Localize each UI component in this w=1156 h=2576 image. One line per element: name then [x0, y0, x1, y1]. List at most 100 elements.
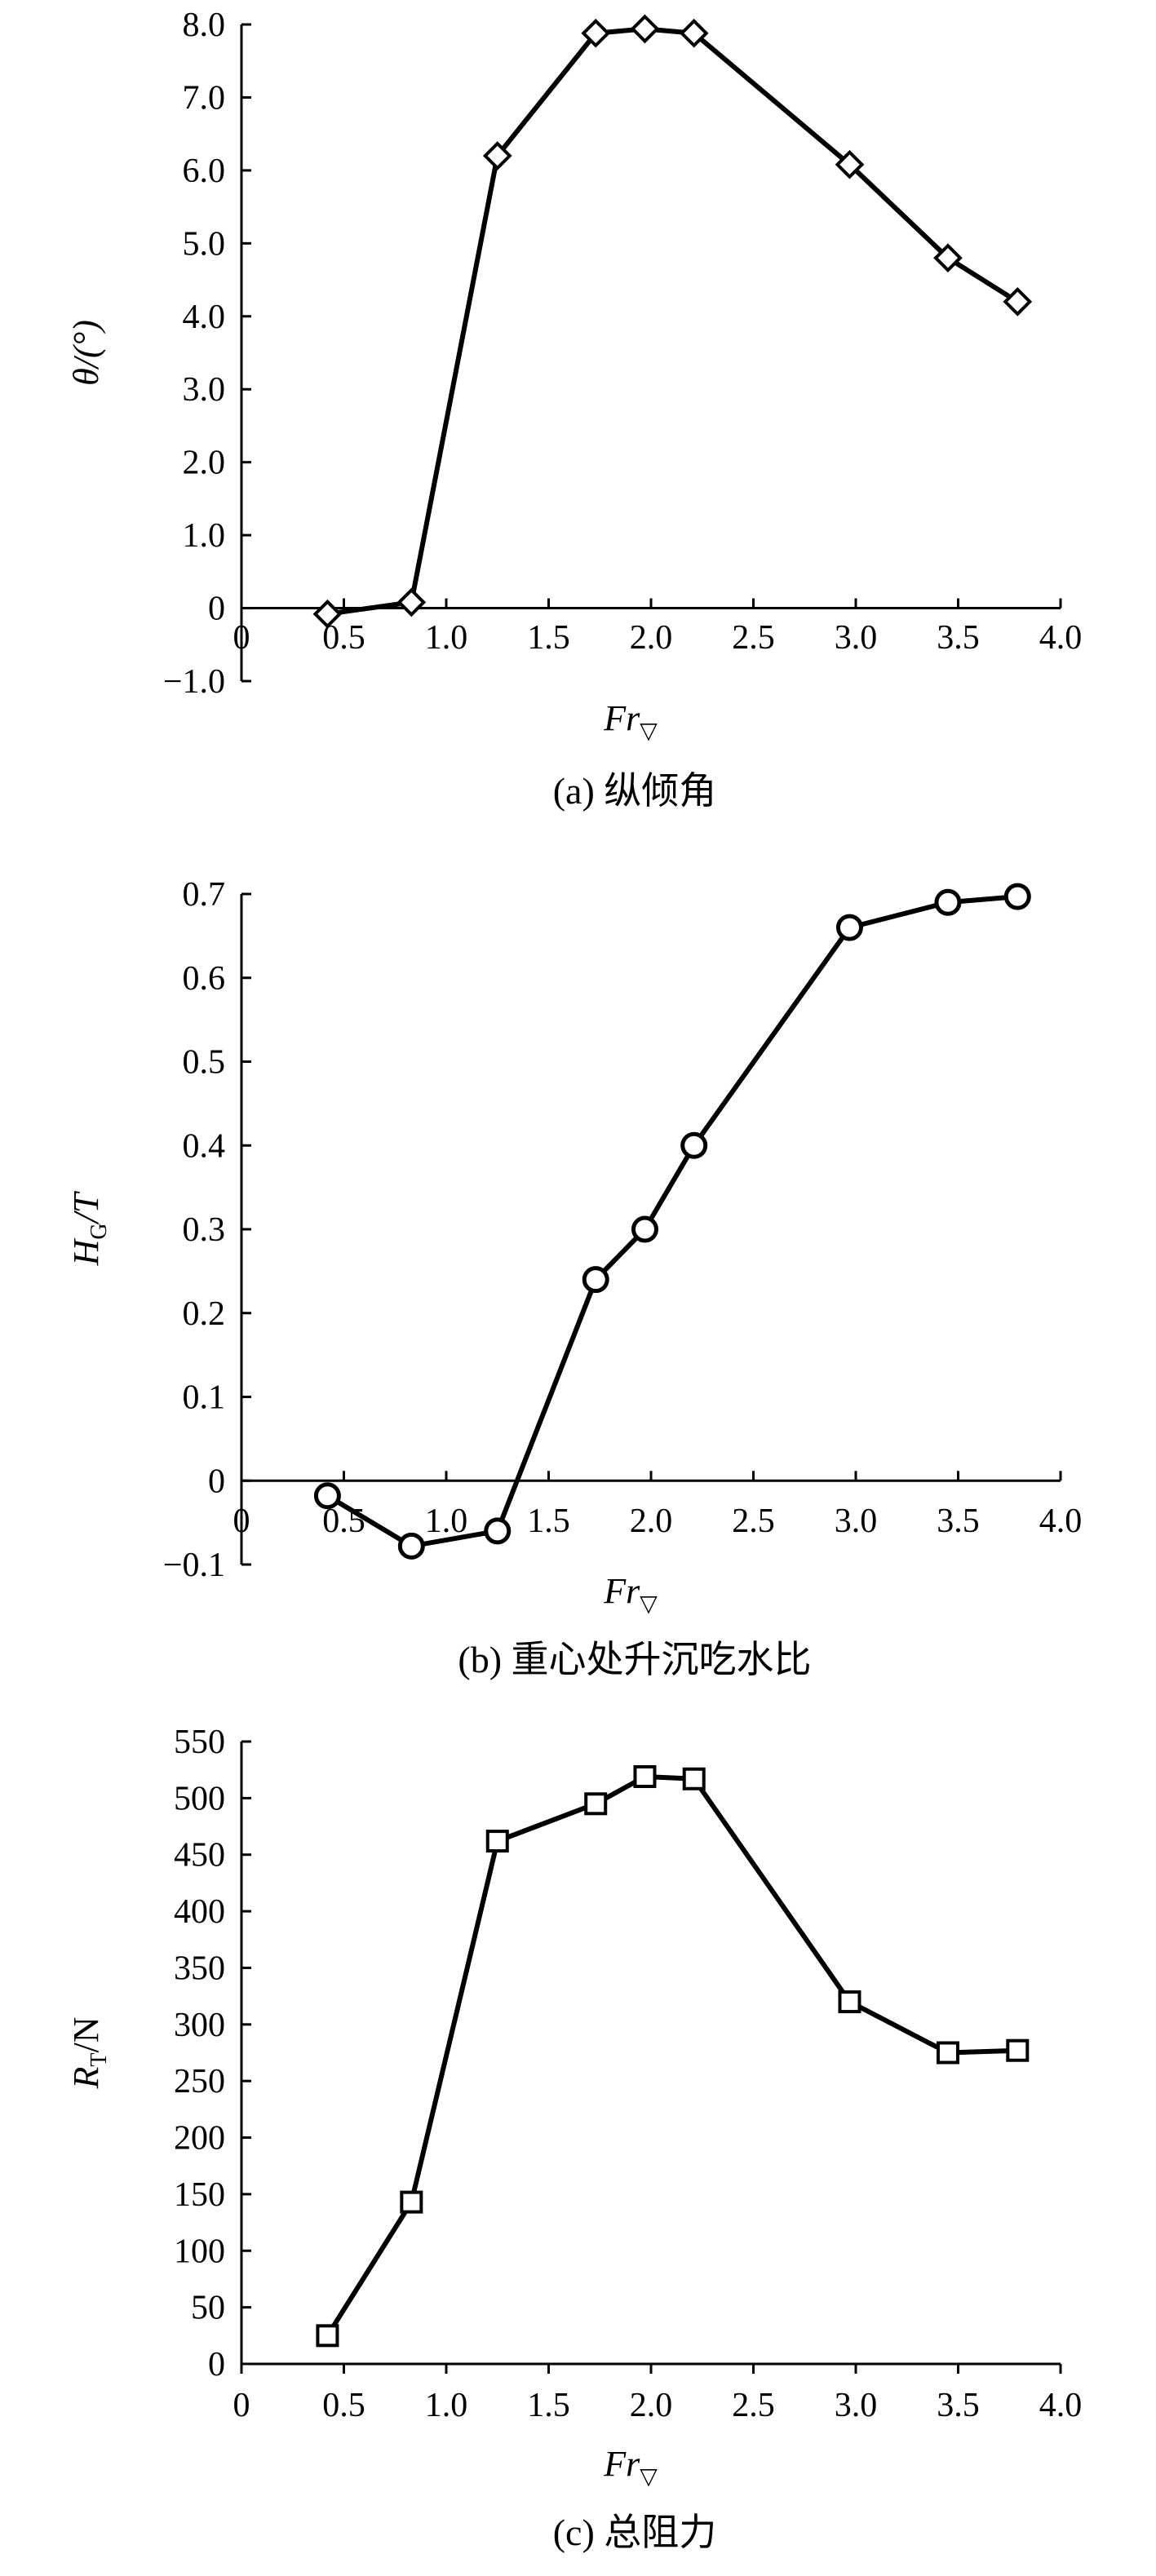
data-point — [682, 1767, 706, 1790]
y-tick-label: −0.1 — [163, 1547, 225, 1584]
y-tick-label: 5.0 — [183, 225, 226, 263]
y-axis-title: RT/N — [66, 2017, 112, 2090]
data-point — [397, 1532, 425, 1560]
x-tick-label: 1.0 — [425, 1503, 468, 1540]
x-tick-label: 2.0 — [630, 619, 673, 657]
data-point — [633, 1765, 657, 1789]
x-tick-label: 0 — [233, 2387, 250, 2424]
data-point — [1003, 287, 1033, 316]
x-tick-label: 3.0 — [835, 2387, 878, 2424]
data-point — [400, 2190, 423, 2214]
y-tick-label: 450 — [174, 1837, 225, 1874]
x-axis-title: Fr▽ — [603, 2444, 658, 2490]
data-point — [582, 1266, 609, 1294]
y-tick-label: 50 — [191, 2290, 225, 2327]
data-point — [581, 18, 611, 48]
y-tick-label: 1.0 — [183, 517, 226, 555]
x-tick-label: 3.0 — [835, 619, 878, 657]
x-tick-label: 3.0 — [835, 1503, 878, 1540]
x-tick-label: 1.5 — [527, 2387, 570, 2424]
x-tick-label: 1.5 — [527, 619, 570, 657]
data-point — [680, 1131, 708, 1159]
x-tick-label: 0.5 — [322, 2387, 365, 2424]
series-line — [326, 894, 1018, 1549]
y-tick-label: 500 — [174, 1780, 225, 1817]
data-point — [933, 243, 963, 273]
chart-caption: (a) 纵倾角 — [553, 770, 717, 812]
x-axis-title: Fr▽ — [603, 698, 658, 744]
y-tick-label: 3.0 — [183, 371, 226, 409]
y-tick-label: 100 — [174, 2233, 225, 2270]
y-tick-label: 250 — [174, 2063, 225, 2100]
x-tick-label: 0 — [233, 619, 250, 657]
data-point — [482, 141, 512, 170]
x-axis-title: Fr▽ — [603, 1571, 658, 1617]
data-point — [631, 1215, 658, 1243]
x-tick-label: 3.5 — [937, 619, 980, 657]
x-tick-label: 1.0 — [425, 2387, 468, 2424]
y-tick-label: 150 — [174, 2176, 225, 2214]
y-tick-label: −1.0 — [163, 663, 225, 701]
x-tick-label: 0 — [233, 1503, 250, 1540]
x-tick-label: 3.5 — [937, 2387, 980, 2424]
y-tick-label: 400 — [174, 1893, 225, 1931]
data-point — [485, 1830, 509, 1853]
data-point — [484, 1517, 512, 1545]
y-tick-label: 0.2 — [183, 1295, 226, 1333]
data-point — [313, 1482, 341, 1510]
chart-a: −1.001.02.03.04.05.06.07.08.00 0.5 1.0 1.5 2… — [66, 7, 1083, 812]
y-tick-label: 0 — [208, 591, 225, 628]
data-point — [1006, 2038, 1030, 2062]
y-tick-label: 4.0 — [183, 299, 226, 336]
y-tick-label: 0.5 — [183, 1044, 226, 1082]
y-tick-label: 7.0 — [183, 79, 226, 117]
y-tick-label: 0 — [208, 1463, 225, 1500]
chart-b: −0.100.10.20.30.40.50.60.70 0.5 1.0 1.5 2.0 2… — [66, 876, 1083, 1680]
y-axis-title: θ/(°) — [66, 320, 106, 386]
y-tick-label: 8.0 — [183, 7, 226, 44]
data-point — [838, 1990, 861, 2014]
data-point — [934, 888, 962, 916]
data-point — [936, 2041, 959, 2065]
y-axis-title: HG/T — [66, 1190, 112, 1266]
y-tick-label: 200 — [174, 2120, 225, 2158]
y-tick-label: 0.1 — [183, 1379, 226, 1417]
y-tick-label: 2.0 — [183, 445, 226, 482]
x-tick-label: 3.5 — [937, 1503, 980, 1540]
y-tick-label: 300 — [174, 2007, 225, 2044]
panel-a-trim-angle: −1.0 0 1.0 2.0 3.0 4.0 5.0 6.0 7.0 8.0 0 0.5 1.0 1.5 2… — [0, 0, 1156, 848]
y-tick-label: 350 — [174, 1950, 225, 1987]
y-tick-label: 550 — [174, 1724, 225, 1761]
x-tick-label: 4.0 — [1039, 619, 1083, 657]
series-line — [327, 26, 1019, 617]
x-tick-label: 1.0 — [425, 619, 468, 657]
chart-caption: (c) 总阻力 — [553, 2512, 717, 2553]
x-tick-label: 1.5 — [527, 1503, 570, 1540]
data-point — [312, 599, 343, 629]
data-point — [396, 587, 427, 617]
chart-c: 0 50 100 150 200 250 300 350 400 450 500 550 0 0.5 1.0… — [66, 1724, 1083, 2553]
x-tick-label: 2.0 — [630, 1503, 673, 1540]
y-tick-label: 0.7 — [183, 876, 226, 914]
data-point — [1003, 883, 1031, 910]
data-point — [630, 14, 660, 44]
y-tick-label: 0 — [208, 2346, 225, 2383]
data-point — [679, 18, 709, 48]
x-tick-label: 4.0 — [1039, 2387, 1083, 2424]
x-tick-label: 2.0 — [630, 2387, 673, 2424]
x-tick-label: 4.0 — [1039, 1503, 1083, 1540]
series-line — [325, 1774, 1018, 2337]
x-tick-label: 2.5 — [732, 619, 775, 657]
panel-b-heave-ratio: −0.1 0 0.1 0.2 0.3 0.4 0.5 0.6 0.7 0 0.5 1.0 1.5 2.0 2… — [0, 848, 1156, 1713]
x-tick-label: 2.5 — [732, 2387, 775, 2424]
y-tick-label: 0.3 — [183, 1211, 226, 1249]
chart-caption: (b) 重心处升沉吃水比 — [458, 1639, 811, 1680]
data-point — [835, 914, 863, 941]
y-tick-label: 6.0 — [183, 153, 226, 190]
x-tick-label: 2.5 — [732, 1503, 775, 1540]
panel-c-total-resistance: 0 50 100 150 200 250 300 350 400 450 500 550 0 0.5 1.0… — [0, 1713, 1156, 2576]
y-tick-label: 0.4 — [183, 1127, 226, 1165]
data-point — [316, 2324, 339, 2348]
data-point — [584, 1792, 608, 1816]
data-point — [835, 149, 865, 179]
